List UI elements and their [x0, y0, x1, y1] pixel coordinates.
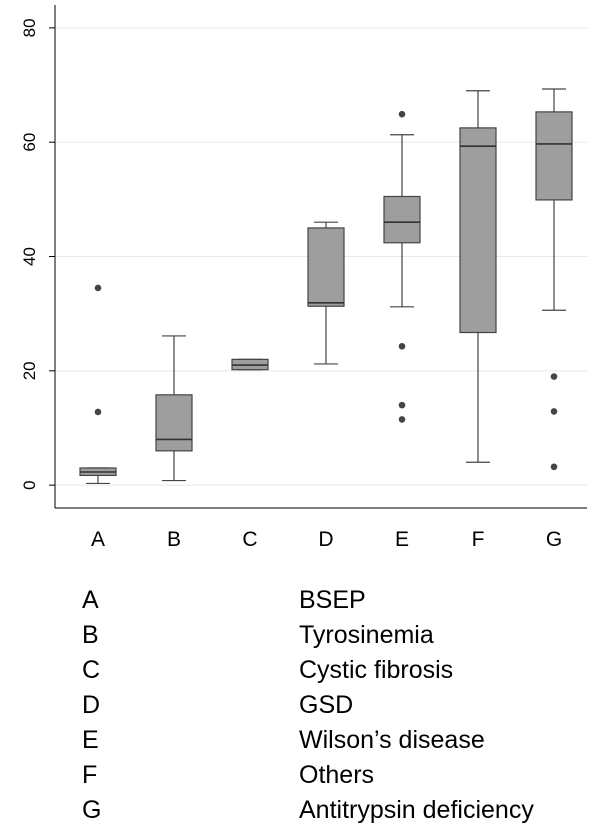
box-A [79, 284, 117, 485]
legend-description: Cystic fibrosis [299, 656, 454, 684]
legend-code: D [82, 691, 101, 719]
x-tick-label: A [91, 528, 105, 551]
legend-description: BSEP [299, 586, 366, 614]
iqr-box [535, 111, 573, 201]
y-tick-label: 60 [20, 133, 39, 152]
legend-code: A [82, 586, 99, 614]
legend-description: Tyrosinemia [299, 621, 434, 649]
legend-code: C [82, 656, 101, 684]
iqr-box [155, 394, 193, 452]
outlier-point [398, 342, 406, 350]
x-tick-label: B [167, 528, 181, 551]
legend-code: E [82, 726, 99, 754]
outlier-point [398, 416, 406, 423]
legend-row: A BSEP [82, 583, 592, 618]
iqr-box [383, 195, 421, 244]
box-plot-chart: 0 20 40 60 80 A B C D E F G [20, 5, 587, 551]
box-F [459, 90, 497, 463]
y-tick-label: 0 [20, 480, 39, 489]
iqr-box [307, 227, 345, 307]
box-E [383, 110, 421, 423]
outlier-point [398, 401, 406, 409]
outlier-point [550, 408, 558, 415]
legend-description: Antitrypsin deficiency [299, 796, 534, 824]
outlier-point [550, 463, 558, 471]
box-G [535, 88, 573, 471]
legend-row: G Antitrypsin deficiency [82, 793, 592, 828]
iqr-box [459, 127, 497, 334]
legend-row: C Cystic fibrosis [82, 653, 592, 688]
legend-code: B [82, 621, 99, 649]
box-B [155, 335, 193, 482]
outlier-point [550, 373, 558, 380]
outlier-point [398, 110, 406, 118]
legend-row: F Others [82, 758, 592, 793]
legend-row: E Wilson’s disease [82, 723, 592, 758]
boxes [79, 88, 573, 485]
axes: 0 20 40 60 80 A B C D E F G [20, 5, 587, 551]
legend-description: Wilson’s disease [299, 726, 485, 754]
box-D [307, 221, 345, 365]
x-tick-label: F [472, 528, 485, 551]
outlier-point [94, 284, 102, 292]
y-tick-label: 20 [20, 361, 39, 380]
y-tick-label: 80 [20, 18, 39, 37]
y-tick-label: 40 [20, 247, 39, 266]
legend-description: Others [299, 761, 375, 789]
legend-description: GSD [299, 691, 354, 719]
outlier-point [94, 408, 102, 416]
x-tick-label: D [318, 528, 333, 551]
x-tick-label: C [242, 528, 257, 551]
legend-code: F [82, 761, 98, 789]
x-tick-label: G [546, 528, 562, 551]
box-C [231, 358, 269, 371]
legend-row: B Tyrosinemia [82, 618, 592, 653]
legend-row: D GSD [82, 688, 592, 723]
category-legend: A BSEP B Tyrosinemia C Cystic fibrosis D GSD E Wi… [82, 583, 592, 828]
x-tick-label: E [395, 528, 409, 551]
legend-code: G [82, 796, 102, 824]
